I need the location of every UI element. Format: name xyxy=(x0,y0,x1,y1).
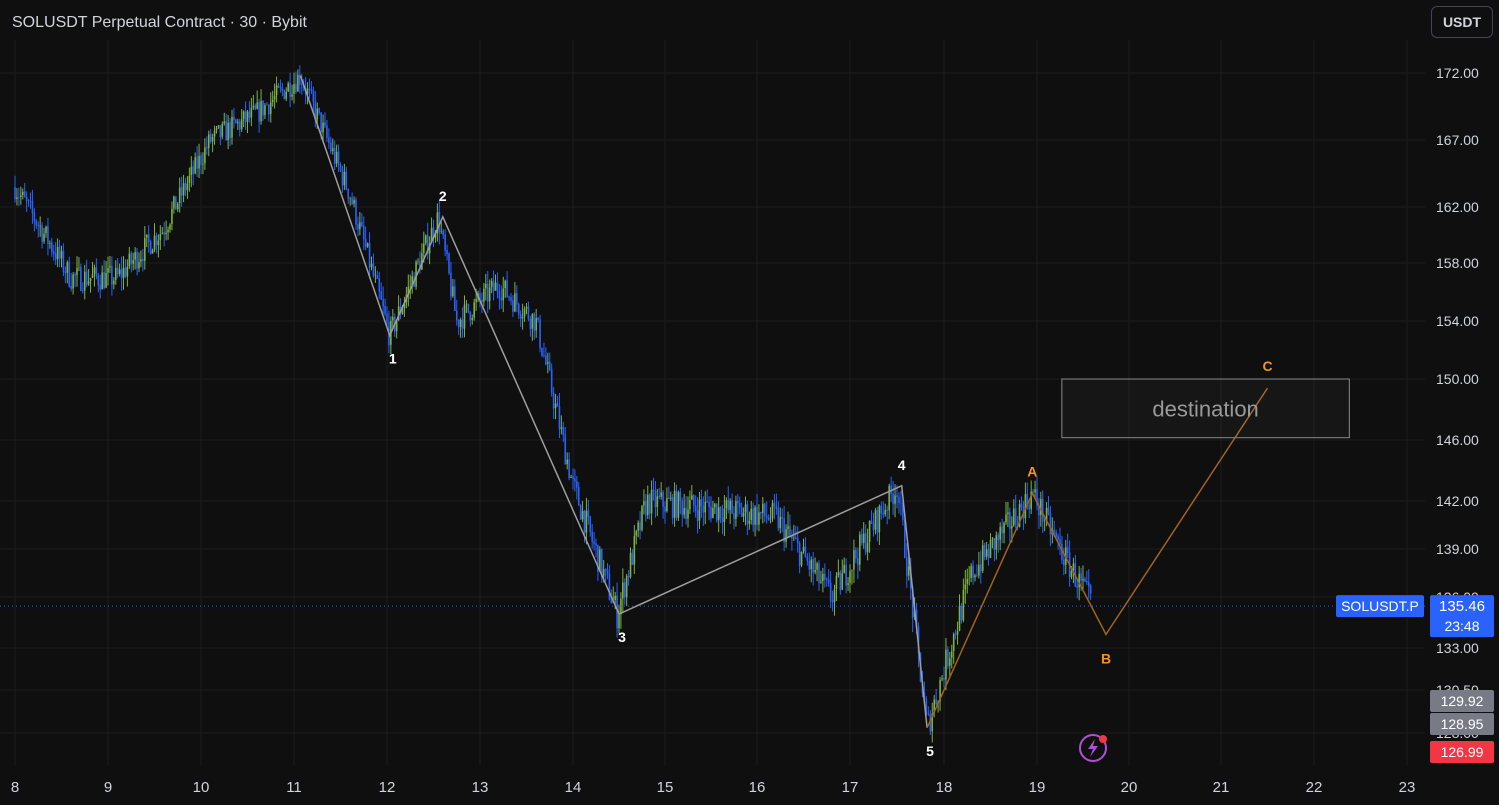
lightning-icon[interactable] xyxy=(1079,734,1107,762)
x-tick-label: 12 xyxy=(379,779,396,796)
price-label-grey xyxy=(1430,713,1494,735)
wave-label-3: 3 xyxy=(618,629,626,645)
x-tick-label: 19 xyxy=(1029,779,1046,796)
symbol-badge-text: SOLUSDT.P xyxy=(1341,598,1419,614)
x-tick-label: 9 xyxy=(104,779,112,796)
y-tick-label: 150.00 xyxy=(1436,371,1479,387)
symbol-badge xyxy=(1336,595,1424,618)
destination-label: destination xyxy=(1152,396,1258,421)
wave-lines xyxy=(0,75,1425,729)
y-tick-label: 167.00 xyxy=(1436,132,1479,148)
y-tick-label: 142.00 xyxy=(1436,493,1479,509)
wave-label-A: A xyxy=(1027,463,1037,479)
x-tick-label: 8 xyxy=(11,779,19,796)
price-label-grey-text: 128.95 xyxy=(1441,716,1484,732)
wave-label-4: 4 xyxy=(898,457,906,473)
price-badges: SOLUSDT.P 135.46 23:48 129.92 128.95 126.99 xyxy=(1079,595,1494,763)
alert-dot-icon xyxy=(1099,735,1107,743)
y-tick-label: 172.00 xyxy=(1436,65,1479,81)
price-label-red-text: 126.99 xyxy=(1441,744,1484,760)
x-tick-label: 21 xyxy=(1213,779,1230,796)
y-tick-label: 139.00 xyxy=(1436,541,1479,557)
candles xyxy=(14,65,1092,743)
wave-label-B: B xyxy=(1101,650,1111,666)
y-tick-label: 146.00 xyxy=(1436,432,1479,448)
price-label-grey xyxy=(1430,690,1494,712)
x-tick-label: 23 xyxy=(1399,779,1416,796)
grid xyxy=(0,40,1425,765)
impulse-wave-line xyxy=(299,75,928,728)
y-tick-label: 162.00 xyxy=(1436,199,1479,215)
chart-title: SOLUSDT Perpetual Contract · 30 · Bybit xyxy=(12,14,307,31)
y-tick-label: 154.00 xyxy=(1436,313,1479,329)
countdown-text: 23:48 xyxy=(1444,618,1479,634)
x-tick-label: 18 xyxy=(936,779,953,796)
price-label-red xyxy=(1430,741,1494,763)
y-tick-label: 158.00 xyxy=(1436,255,1479,271)
x-tick-label: 10 xyxy=(193,779,210,796)
wave-label-5: 5 xyxy=(926,743,934,759)
last-price-text: 135.46 xyxy=(1439,598,1485,615)
x-tick-label: 17 xyxy=(842,779,859,796)
wave-label-C: C xyxy=(1262,358,1272,374)
x-tick-label: 13 xyxy=(472,779,489,796)
lightning-bolt-icon xyxy=(1088,739,1098,757)
axes: 172.00 167.00 162.00 158.00 154.00 150.00 146.… xyxy=(11,65,1479,796)
x-tick-label: 14 xyxy=(565,779,582,796)
wave-label-2: 2 xyxy=(439,188,447,204)
wave-label-1: 1 xyxy=(389,351,397,367)
last-price-badge xyxy=(1430,595,1494,638)
x-tick-label: 20 xyxy=(1121,779,1138,796)
currency-button[interactable]: USDT xyxy=(1431,6,1493,38)
correction-wave-line xyxy=(926,387,1269,729)
x-tick-label: 22 xyxy=(1306,779,1323,796)
destination-box[interactable] xyxy=(1061,378,1350,439)
y-tick-label: 133.00 xyxy=(1436,640,1479,656)
price-label-grey-text: 129.92 xyxy=(1441,693,1484,709)
x-tick-label: 15 xyxy=(657,779,674,796)
x-tick-label: 16 xyxy=(749,779,766,796)
x-tick-label: 11 xyxy=(286,779,302,796)
